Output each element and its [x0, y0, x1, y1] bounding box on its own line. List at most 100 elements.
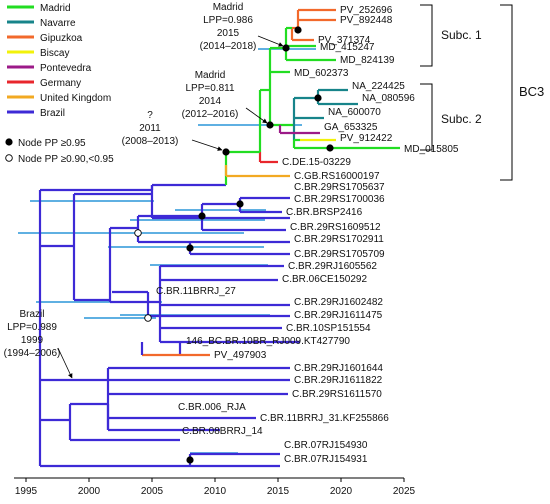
tip-label: C.BR.29RS1611570 [292, 389, 382, 400]
tip-label: C.BR.29RS1700036 [294, 194, 385, 205]
annotation-brazil: Brazil LPP=0.989 1999 (1994–2006) [4, 309, 73, 379]
posterior-nodes [134, 26, 334, 464]
legend-node-high-marker [5, 138, 13, 146]
tip-label: C.BR.11BRRJ_31.KF255866 [260, 413, 389, 424]
node-high-br1 [198, 212, 206, 220]
tree-branches [18, 8, 400, 468]
tip-label: PV_912422 [340, 133, 393, 144]
bracket-subc2 [420, 83, 433, 151]
tip-label: PV_892448 [340, 15, 393, 26]
legend-label-germany: Germany [40, 78, 81, 89]
tip-label: C.BR.29RJ1605562 [288, 261, 377, 272]
tip-label: C.BR.29RJ1601644 [294, 363, 383, 374]
annotation-madrid-2014: Madrid LPP=0.811 2014 (2012–2016) [182, 70, 268, 124]
clade-brackets [420, 4, 513, 181]
label-bc3: BC3 [519, 84, 544, 99]
annot-2011-line3: (2008–2013) [122, 136, 179, 147]
tip-label: C.BR.006_RJA [178, 402, 246, 413]
legend-node-high-label: Node PP ≥0.95 [18, 138, 86, 149]
annot-madrid-2015-line3: 2015 [217, 28, 240, 39]
annot-brazil-line3: 1999 [21, 335, 44, 346]
legend-node-low-marker [5, 154, 13, 162]
node-high-madrid-2014 [266, 121, 274, 129]
axis-tick-label: 2015 [267, 486, 290, 497]
legend: Madrid Navarre Gipuzkoa Biscay Pontevedr… [5, 3, 114, 165]
annot-2011-line2: 2011 [139, 123, 161, 134]
axis-tick-label: 2000 [78, 486, 101, 497]
label-subc2: Subc. 2 [441, 112, 482, 126]
annot-madrid-2015-line4: (2014–2018) [200, 41, 257, 52]
annot-madrid-2014-line4: (2012–2016) [182, 109, 239, 120]
tip-label: MD_824139 [340, 55, 395, 66]
node-high-2011 [222, 148, 230, 156]
legend-label-madrid: Madrid [40, 3, 71, 14]
legend-node-low-label: Node PP ≥0.90,<0.95 [18, 154, 114, 165]
node-high-madrid-2015 [282, 44, 290, 52]
axis-tick-label: 2025 [393, 486, 416, 497]
tip-label: C.BR.29RS1705709 [294, 249, 385, 260]
annot-madrid-2015-line1: Madrid [213, 2, 244, 13]
axis-tick-label: 2005 [141, 486, 164, 497]
tip-label: PV_497903 [214, 350, 267, 361]
tip-label: C.BR.10SP151554 [286, 323, 371, 334]
tip-label: NA_600070 [328, 107, 381, 118]
tip-label: PV_371374 [318, 35, 371, 46]
brazil-branches [38, 185, 300, 468]
tip-label: C.DE.15-03229 [282, 157, 351, 168]
tip-label: NA_224425 [352, 81, 405, 92]
annot-madrid-2015-line2: LPP=0.986 [203, 15, 253, 26]
tip-label: C.BR.29RJ1602482 [294, 297, 383, 308]
axis-tick-label: 2010 [204, 486, 227, 497]
tip-label: C.BR.08BRRJ_14 [182, 426, 263, 437]
node-high-br2 [236, 200, 244, 208]
annot-madrid-2014-line1: Madrid [195, 70, 226, 81]
tip-label: C.BR.29RJ1611822 [294, 375, 383, 386]
tip-label: C.BR.07RJ154931 [284, 454, 368, 465]
axis-ticks: 1995 2000 2005 2010 2015 2020 2025 [15, 478, 416, 497]
tip-label: C.BR.29RJ1611475 [294, 310, 383, 321]
tip-label: NA_080596 [362, 93, 415, 104]
annot-brazil-line4: (1994–2006) [4, 348, 61, 359]
legend-label-navarre: Navarre [40, 18, 76, 29]
annot-madrid-2014-line3: 2014 [199, 96, 222, 107]
tip-label: PV_252696 [340, 5, 393, 16]
legend-label-gipuzkoa: Gipuzkoa [40, 33, 83, 44]
legend-label-brazil: Brazil [40, 108, 65, 119]
legend-label-pontevedra: Pontevedra [40, 63, 92, 74]
tip-label: C.BR.11BRRJ_27 [156, 286, 236, 297]
time-axis: 1995 2000 2005 2010 2015 2020 2025 [14, 477, 416, 497]
node-high-navarre [314, 94, 322, 102]
node-high-br3 [186, 244, 194, 252]
annot-madrid-2014-line2: LPP=0.811 [185, 83, 234, 94]
tip-label: C.GB.RS16000197 [294, 171, 380, 182]
node-high-br4 [186, 456, 194, 464]
annot-brazil-line1: Brazil [19, 309, 44, 320]
node-low-br2 [144, 314, 152, 322]
legend-label-uk: United Kingdom [40, 93, 111, 104]
node-high-gipuzkoa [294, 26, 302, 34]
annot-2011-line1: ? [147, 110, 153, 121]
node-high-md015805 [326, 144, 334, 152]
annotation-madrid-2015: Madrid LPP=0.986 2015 (2014–2018) [200, 2, 284, 52]
bracket-bc3 [500, 4, 513, 181]
annot-brazil-line2: LPP=0.989 [7, 322, 57, 333]
axis-tick-label: 2020 [330, 486, 353, 497]
tip-label: C.BR.29RS1702911 [294, 234, 384, 245]
node-low-br1 [134, 229, 142, 237]
tip-label: C.BR.06CE150292 [282, 274, 367, 285]
tip-label: C.BR.07RJ154930 [284, 440, 368, 451]
tip-label: C.BR.BRSP2416 [286, 207, 363, 218]
bracket-subc1 [420, 4, 433, 67]
label-subc1: Subc. 1 [441, 28, 482, 42]
tip-label: C.BR.29RS1609512 [290, 222, 381, 233]
annotation-2011: ? 2011 (2008–2013) [122, 110, 223, 151]
tip-label: GA_653325 [324, 122, 378, 133]
legend-label-biscay: Biscay [40, 48, 69, 59]
tip-label: 146_BC.BR.10BR_RJ009.KT427790 [186, 336, 350, 347]
tip-label: MD_602373 [294, 68, 349, 79]
tip-label: MD_415247 [320, 42, 375, 53]
axis-tick-label: 1995 [15, 486, 38, 497]
